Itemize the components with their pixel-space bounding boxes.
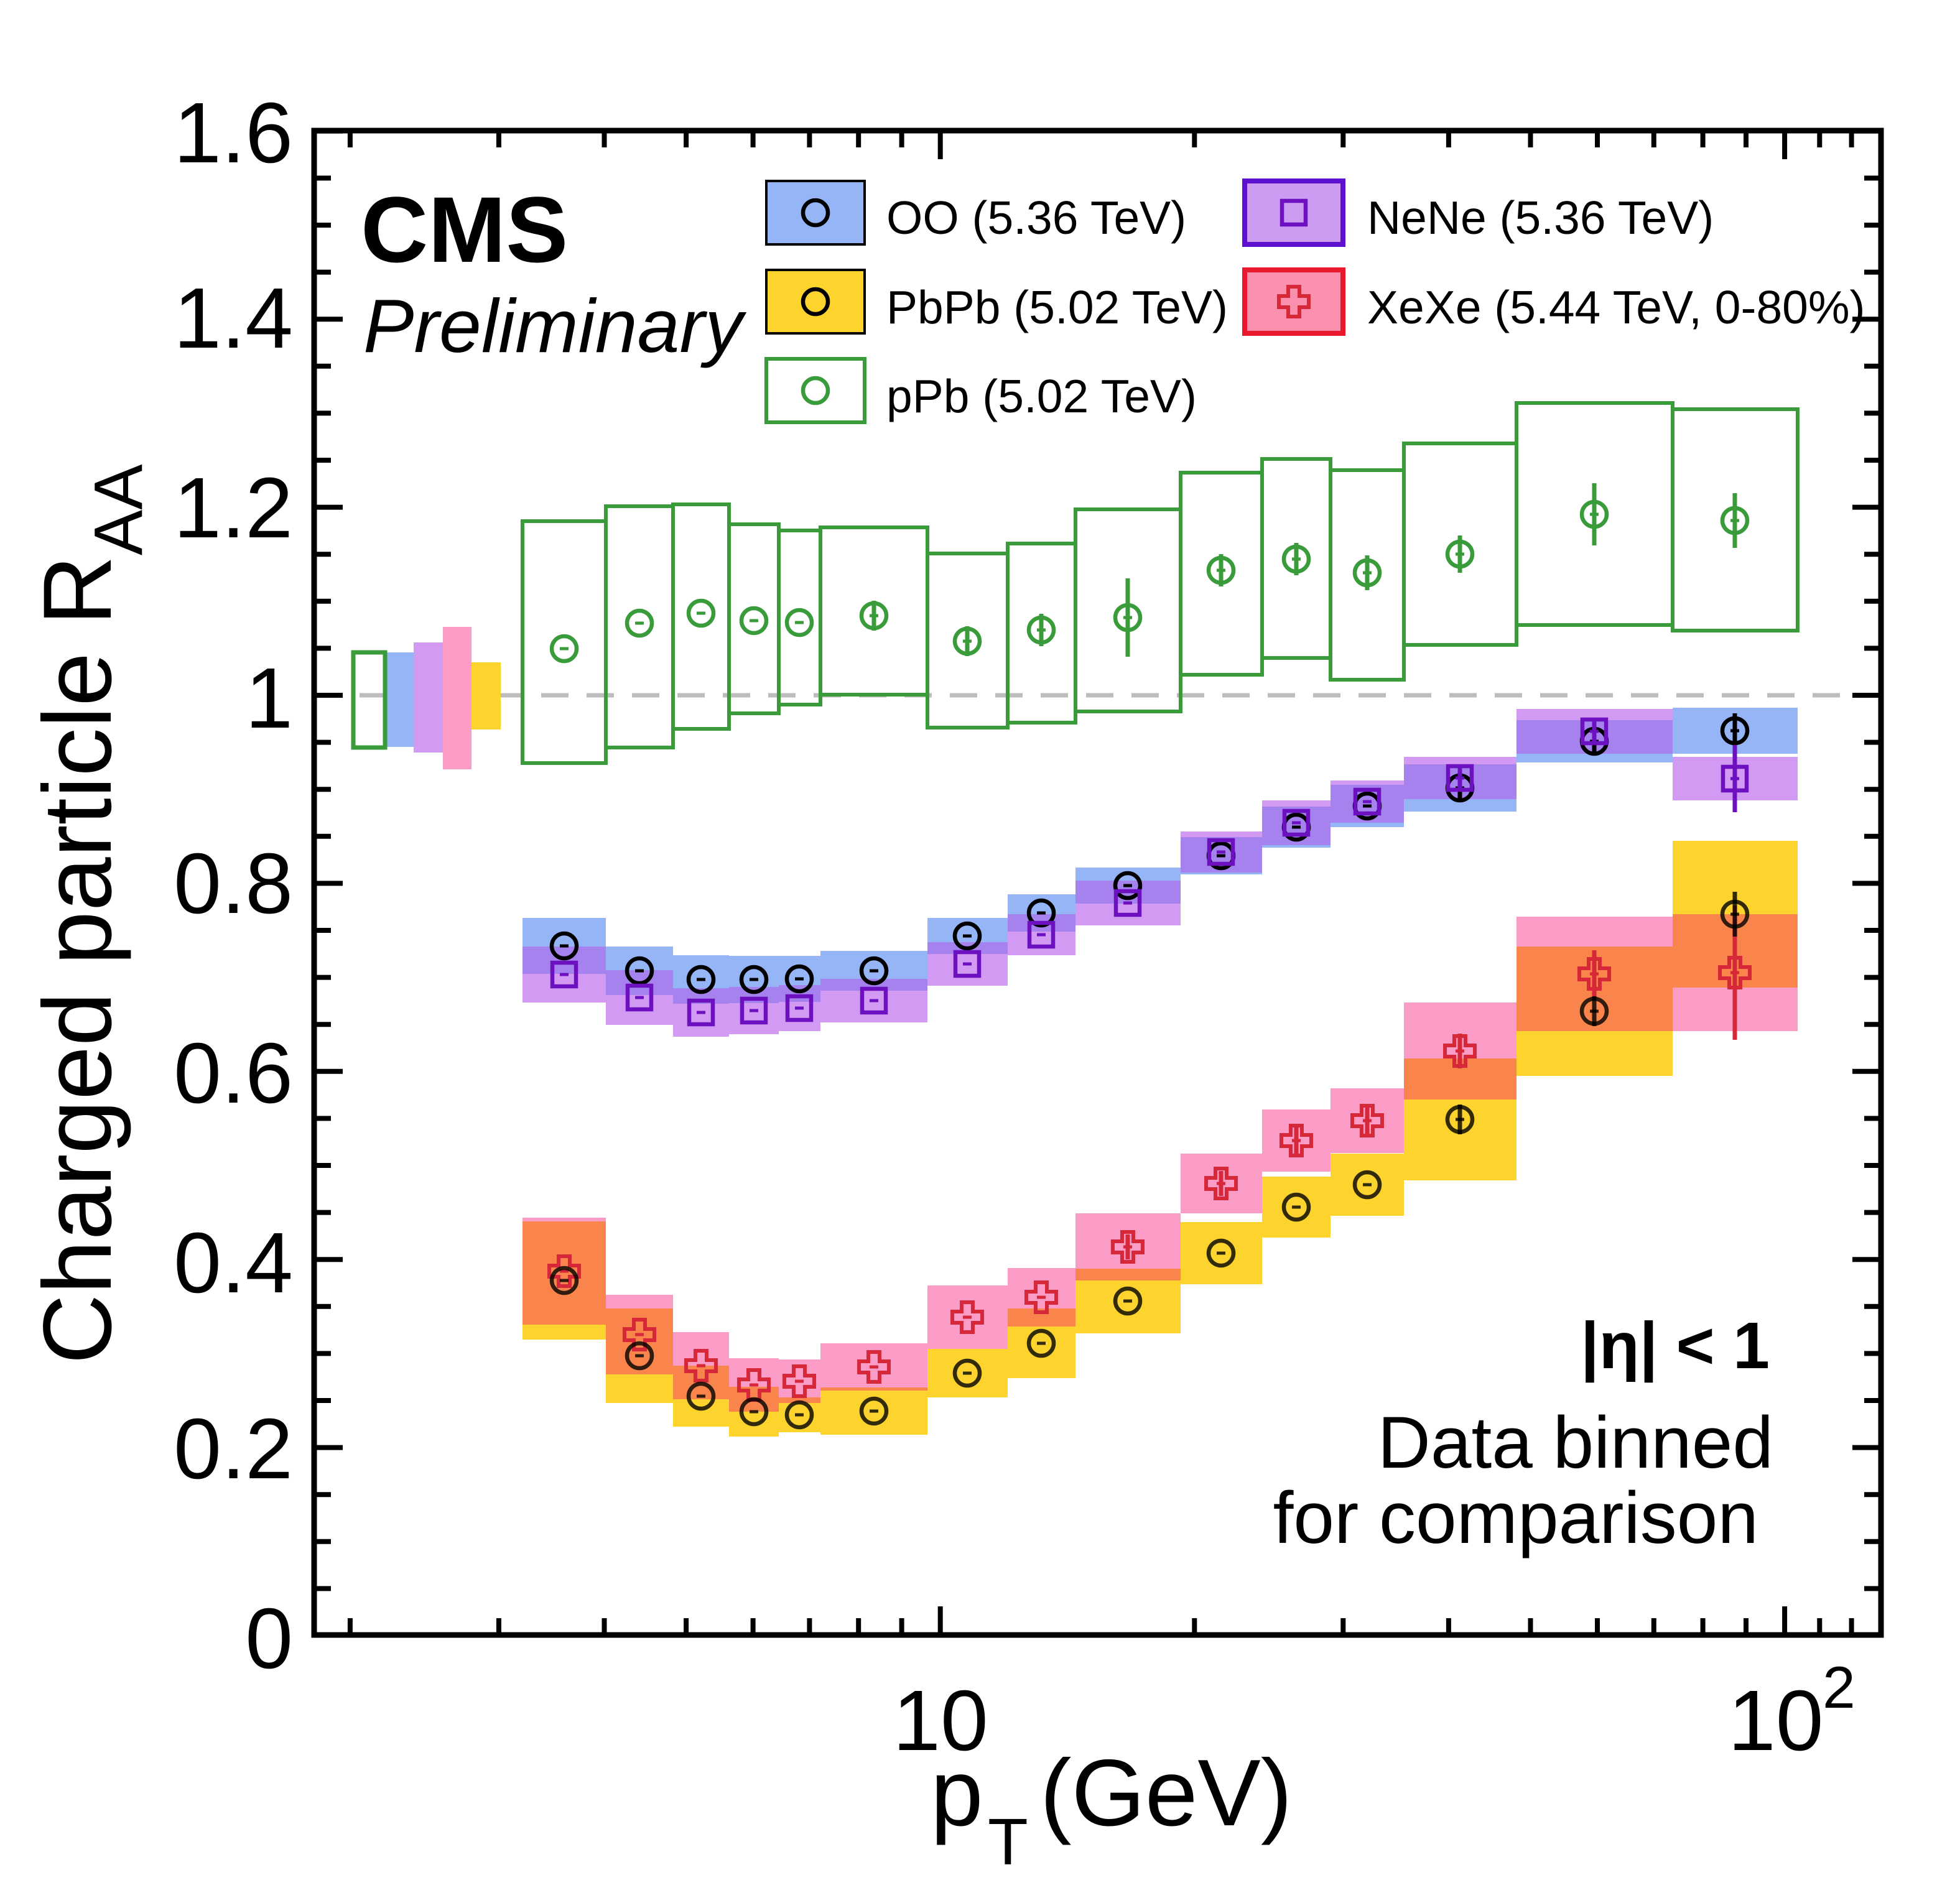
svg-text:PbPb (5.02 TeV): PbPb (5.02 TeV) xyxy=(886,281,1228,333)
svg-text:0.8: 0.8 xyxy=(174,836,293,932)
svg-text:1.2: 1.2 xyxy=(174,460,293,556)
svg-text:10: 10 xyxy=(1728,1673,1824,1769)
svg-text:for comparison: for comparison xyxy=(1273,1477,1758,1559)
svg-text:Data binned: Data binned xyxy=(1378,1402,1773,1484)
svg-text:0.2: 0.2 xyxy=(174,1401,293,1497)
svg-text:1.6: 1.6 xyxy=(174,85,293,181)
svg-text:10: 10 xyxy=(893,1673,988,1769)
svg-text:T: T xyxy=(988,1805,1028,1879)
svg-text:2: 2 xyxy=(1823,1655,1855,1721)
svg-text:OO (5.36 TeV): OO (5.36 TeV) xyxy=(886,192,1186,244)
svg-text:1.4: 1.4 xyxy=(174,271,293,366)
svg-text:0.6: 0.6 xyxy=(174,1026,293,1121)
svg-text:NeNe (5.36 TeV): NeNe (5.36 TeV) xyxy=(1367,192,1714,244)
svg-text:Preliminary: Preliminary xyxy=(363,284,747,368)
svg-text:|η| < 1: |η| < 1 xyxy=(1581,1309,1770,1383)
svg-text:1: 1 xyxy=(245,651,293,746)
svg-text:0.4: 0.4 xyxy=(174,1215,293,1311)
svg-text:XeXe (5.44 TeV, 0-80%): XeXe (5.44 TeV, 0-80%) xyxy=(1367,281,1865,333)
svg-text:p: p xyxy=(931,1740,983,1846)
svg-text:(GeV): (GeV) xyxy=(1040,1740,1292,1846)
svg-text:pPb (5.02 TeV): pPb (5.02 TeV) xyxy=(886,370,1197,422)
svg-text:0: 0 xyxy=(245,1591,293,1687)
svg-text:CMS: CMS xyxy=(361,177,568,282)
